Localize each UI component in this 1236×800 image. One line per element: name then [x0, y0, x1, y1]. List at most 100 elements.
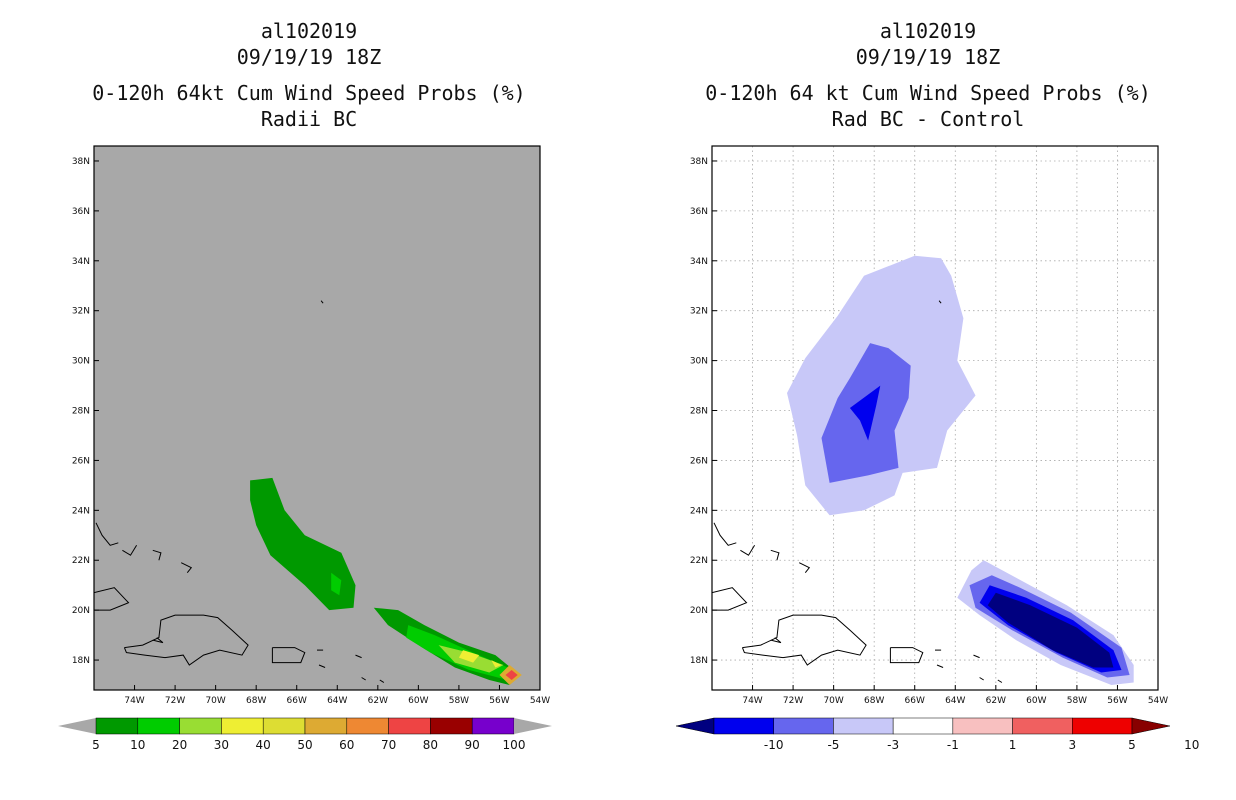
coastline	[798, 562, 811, 574]
x-tick-label: 64W	[327, 696, 347, 706]
colorbar-bin	[713, 717, 774, 735]
coastline	[936, 664, 944, 668]
storm-id: al102019	[260, 19, 358, 43]
colorbar-label: 40	[256, 738, 271, 752]
y-tick-label: 22N	[690, 556, 708, 566]
y-tick-label: 28N	[690, 407, 708, 417]
coastline	[629, 423, 639, 465]
coastline	[379, 679, 385, 683]
left-panel-title: al102019 09/19/19 18Z 0-120h 64kt Cum Wi…	[60, 18, 558, 132]
x-tick-label: 64W	[945, 696, 965, 706]
x-tick-label: 60W	[408, 696, 428, 706]
colorbar-arrow-left	[675, 717, 715, 735]
x-tick-label: 72W	[783, 696, 803, 706]
y-tick-label: 28N	[72, 407, 90, 417]
colorbar-bin	[221, 717, 264, 735]
contour-region-30	[491, 660, 502, 668]
colorbar-label: 60	[339, 738, 354, 752]
x-tick-label: 70W	[823, 696, 843, 706]
contour-region--10	[987, 592, 1114, 668]
coastline	[770, 637, 782, 644]
x-tick-label: 56W	[1107, 696, 1127, 706]
colorbar-bin	[137, 717, 180, 735]
colorbar-bin	[304, 717, 348, 735]
colorbar-bin	[1012, 717, 1073, 735]
x-tick-label: 56W	[489, 696, 509, 706]
colorbar-arrow-left	[58, 718, 96, 734]
coastline	[938, 300, 942, 304]
colorbar-label: 90	[465, 738, 480, 752]
coastline	[95, 522, 119, 546]
x-tick-label: 58W	[1067, 696, 1087, 706]
y-tick-label: 20N	[690, 606, 708, 616]
chart-subtitle: Radii BC	[260, 107, 358, 131]
valid-datetime: 09/19/19 18Z	[236, 45, 382, 69]
colorbar-bin	[471, 717, 515, 735]
y-tick-label: 32N	[72, 307, 90, 317]
colorbar: -10 -5 -3 -1 1 3 5 10	[675, 717, 1199, 752]
chart-title: 0-120h 64 kt Cum Wind Speed Probs (%)	[705, 81, 1151, 105]
y-tick-label: 26N	[72, 456, 90, 466]
y-tick-label: 34N	[72, 257, 90, 267]
x-tick-label: 58W	[449, 696, 469, 706]
chart-title: 0-120h 64kt Cum Wind Speed Probs (%)	[92, 81, 526, 105]
coastline	[973, 654, 980, 659]
y-tick-label: 38N	[72, 157, 90, 167]
y-tick-label: 18N	[690, 656, 708, 666]
x-tick-label: 74W	[742, 696, 762, 706]
colorbar-bin	[95, 717, 139, 735]
y-tick-label: 22N	[72, 556, 90, 566]
coastline	[713, 522, 737, 546]
chart-panel-0: 74W 72W 70W 68W 66W 64W 62W 60W 58W 56W 54W 18N 20N 2…	[11, 145, 552, 752]
y-tick-label: 32N	[690, 307, 708, 317]
colorbar-label: 5	[92, 738, 100, 752]
colorbar-label: 70	[381, 738, 396, 752]
colorbar: 5 10 20 30 40 50 60 70 80 90 100	[58, 717, 552, 752]
y-tick-label: 20N	[72, 606, 90, 616]
coastline	[123, 614, 249, 666]
x-tick-label: 62W	[986, 696, 1006, 706]
coastline	[56, 445, 72, 463]
y-tick-label: 36N	[72, 207, 90, 217]
colorbar-label: -3	[887, 738, 899, 752]
coastline	[318, 664, 326, 668]
chart-subtitle: Rad BC - Control	[831, 107, 1025, 131]
coastline	[361, 677, 366, 681]
coastline	[180, 562, 193, 574]
x-tick-label: 68W	[864, 696, 884, 706]
colorbar-bin	[346, 717, 389, 735]
right-panel-title: al102019 09/19/19 18Z 0-120h 64 kt Cum W…	[668, 18, 1188, 132]
x-tick-label: 66W	[287, 696, 307, 706]
colorbar-label: 50	[297, 738, 312, 752]
x-tick-label: 62W	[368, 696, 388, 706]
colorbar-label: -10	[764, 738, 784, 752]
coastline	[11, 423, 21, 465]
coastline	[94, 587, 130, 611]
contour-region-30	[458, 650, 480, 663]
y-tick-label: 26N	[690, 456, 708, 466]
colorbar-bin	[430, 717, 473, 735]
x-tick-label: 66W	[905, 696, 925, 706]
colorbar-label: 10	[130, 738, 145, 752]
colorbar-label: 1	[1009, 738, 1017, 752]
x-tick-label: 54W	[530, 696, 550, 706]
colorbar-bin	[1072, 717, 1133, 735]
y-tick-label: 30N	[690, 357, 708, 367]
colorbar-label: -5	[827, 738, 839, 752]
colorbar-bin	[179, 717, 222, 735]
y-tick-label: 18N	[72, 656, 90, 666]
colorbar-bin	[262, 717, 306, 735]
colorbar-label: 3	[1068, 738, 1076, 752]
x-tick-label: 60W	[1026, 696, 1046, 706]
coastline	[889, 647, 924, 664]
plot-area	[94, 146, 540, 690]
coastline	[770, 549, 780, 561]
contour-region--5	[849, 385, 881, 441]
colorbar-bin	[388, 717, 431, 735]
y-tick-label: 36N	[690, 207, 708, 217]
x-tick-label: 72W	[165, 696, 185, 706]
coastline	[152, 549, 162, 561]
colorbar-label: 5	[1128, 738, 1136, 752]
x-tick-label: 68W	[246, 696, 266, 706]
